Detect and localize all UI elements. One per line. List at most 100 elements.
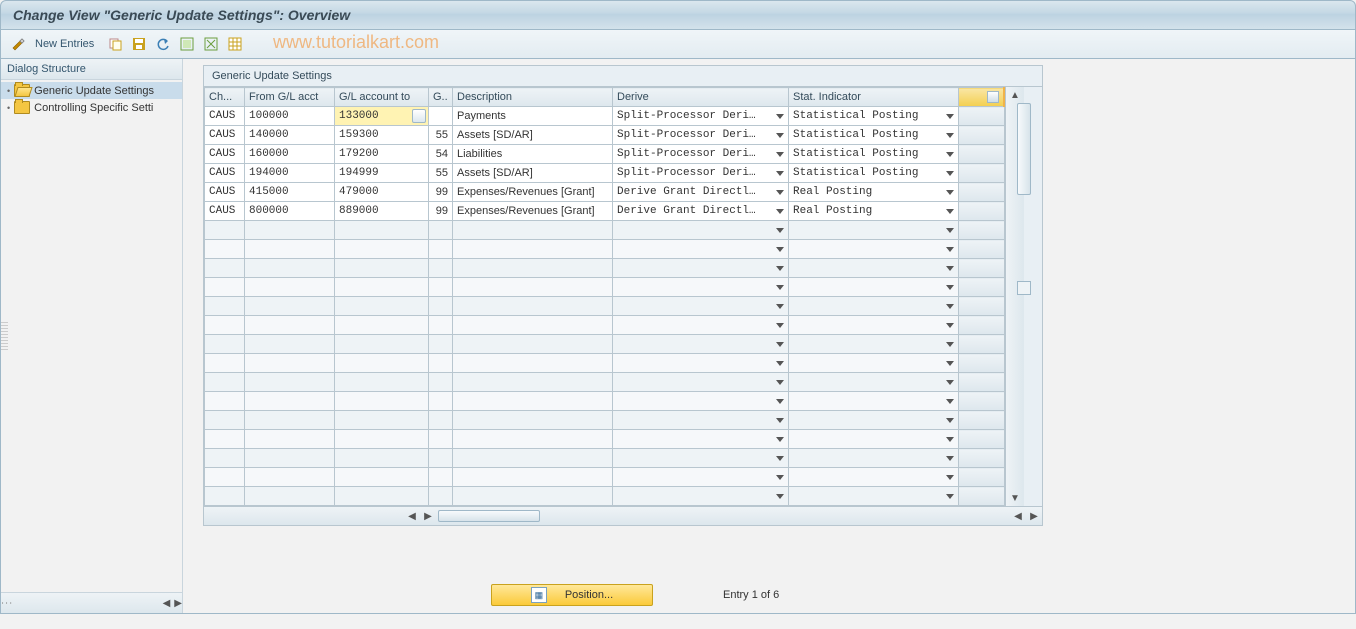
table-row[interactable]	[205, 449, 1005, 468]
scroll-right2-icon[interactable]: ▶	[1026, 511, 1042, 522]
table-row[interactable]	[205, 468, 1005, 487]
table-row[interactable]	[205, 487, 1005, 506]
cell[interactable]: 479000	[335, 183, 429, 202]
table-row[interactable]: CAUS16000017920054LiabilitiesSplit-Proce…	[205, 145, 1005, 164]
cell[interactable]: 55	[429, 164, 453, 183]
cell[interactable]: Derive Grant Directl…	[613, 183, 789, 202]
table-row[interactable]	[205, 316, 1005, 335]
cell[interactable]: 159300	[335, 126, 429, 145]
cell[interactable]: Expenses/Revenues [Grant]	[453, 202, 613, 221]
cell[interactable]: Assets [SD/AR]	[453, 164, 613, 183]
table-row[interactable]	[205, 354, 1005, 373]
cell[interactable]: Statistical Posting	[789, 126, 959, 145]
col-derive[interactable]: Derive	[613, 88, 789, 107]
cell[interactable]: 100000	[245, 107, 335, 126]
col-to[interactable]: G/L account to	[335, 88, 429, 107]
table-row[interactable]: CAUS14000015930055Assets [SD/AR]Split-Pr…	[205, 126, 1005, 145]
cell[interactable]: 99	[429, 202, 453, 221]
cell[interactable]: Liabilities	[453, 145, 613, 164]
table-row[interactable]	[205, 392, 1005, 411]
table-row[interactable]	[205, 430, 1005, 449]
settings-table[interactable]: Ch...From G/L acctG/L account toG..Descr…	[204, 87, 1005, 506]
col-ch[interactable]: Ch...	[205, 88, 245, 107]
scroll-left-icon[interactable]: ◀	[404, 511, 420, 522]
table-row[interactable]: CAUS41500047900099Expenses/Revenues [Gra…	[205, 183, 1005, 202]
cell[interactable]: CAUS	[205, 107, 245, 126]
cell[interactable]: Real Posting	[789, 202, 959, 221]
cell	[613, 487, 789, 506]
sidebar-scroll-left[interactable]: ◀	[163, 598, 171, 609]
scroll-up-icon[interactable]: ▲	[1006, 87, 1024, 103]
table-settings-icon[interactable]	[226, 35, 244, 53]
cell[interactable]: Split-Processor Deri…	[613, 164, 789, 183]
cell[interactable]: 800000	[245, 202, 335, 221]
tree-item-1[interactable]: • Controlling Specific Setti	[1, 99, 182, 116]
cell[interactable]: 99	[429, 183, 453, 202]
cell	[789, 259, 959, 278]
sidebar-drag-handle[interactable]: ∙∙∙	[1, 597, 13, 609]
position-button[interactable]: ▦ Position...	[491, 584, 653, 606]
cell[interactable]: 889000	[335, 202, 429, 221]
horizontal-scrollbar[interactable]: ◀ ▶ ◀ ▶	[204, 506, 1042, 525]
table-row[interactable]: CAUS19400019499955Assets [SD/AR]Split-Pr…	[205, 164, 1005, 183]
cell[interactable]: 54	[429, 145, 453, 164]
cell[interactable]: CAUS	[205, 164, 245, 183]
cell[interactable]: Payments	[453, 107, 613, 126]
col-stat[interactable]: Stat. Indicator	[789, 88, 959, 107]
cell[interactable]: 194000	[245, 164, 335, 183]
cell[interactable]: Split-Processor Deri…	[613, 107, 789, 126]
copy-icon[interactable]	[106, 35, 124, 53]
cell[interactable]: Split-Processor Deri…	[613, 126, 789, 145]
cell[interactable]: 194999	[335, 164, 429, 183]
table-row[interactable]	[205, 240, 1005, 259]
splitter-handle[interactable]	[1, 322, 8, 350]
sidebar-scroll-right[interactable]: ▶	[174, 598, 182, 609]
table-row[interactable]: CAUS100000133000 PaymentsSplit-Processor …	[205, 107, 1005, 126]
table-row[interactable]	[205, 297, 1005, 316]
table-row[interactable]: CAUS80000088900099Expenses/Revenues [Gra…	[205, 202, 1005, 221]
table-row[interactable]	[205, 335, 1005, 354]
table-config-button[interactable]	[959, 88, 1005, 107]
cell[interactable]: 140000	[245, 126, 335, 145]
col-g[interactable]: G..	[429, 88, 453, 107]
cell[interactable]: Split-Processor Deri…	[613, 145, 789, 164]
cell[interactable]: 133000	[335, 107, 429, 126]
cell	[613, 392, 789, 411]
vertical-scrollbar[interactable]: ▲ ▼	[1005, 87, 1024, 506]
undo-icon[interactable]	[154, 35, 172, 53]
new-entries-button[interactable]: New Entries	[33, 38, 100, 50]
cell[interactable]: CAUS	[205, 126, 245, 145]
toggle-edit-icon[interactable]	[9, 35, 27, 53]
cell[interactable]: Statistical Posting	[789, 107, 959, 126]
cell[interactable]: Statistical Posting	[789, 164, 959, 183]
table-row[interactable]	[205, 221, 1005, 240]
col-from[interactable]: From G/L acct	[245, 88, 335, 107]
cell[interactable]	[429, 107, 453, 126]
cell[interactable]: Derive Grant Directl…	[613, 202, 789, 221]
row-end	[959, 164, 1005, 183]
table-row[interactable]	[205, 259, 1005, 278]
table-row[interactable]	[205, 373, 1005, 392]
cell[interactable]: 415000	[245, 183, 335, 202]
tree-item-0[interactable]: • Generic Update Settings	[1, 82, 182, 99]
cell[interactable]: Real Posting	[789, 183, 959, 202]
cell[interactable]: Statistical Posting	[789, 145, 959, 164]
cell	[429, 354, 453, 373]
col-desc[interactable]: Description	[453, 88, 613, 107]
cell[interactable]: CAUS	[205, 145, 245, 164]
deselect-all-icon[interactable]	[202, 35, 220, 53]
select-all-icon[interactable]	[178, 35, 196, 53]
scroll-right-icon[interactable]: ▶	[420, 511, 436, 522]
cell[interactable]: 179200	[335, 145, 429, 164]
table-row[interactable]	[205, 278, 1005, 297]
cell[interactable]: 160000	[245, 145, 335, 164]
save-icon[interactable]	[130, 35, 148, 53]
cell[interactable]: 55	[429, 126, 453, 145]
cell[interactable]: CAUS	[205, 183, 245, 202]
table-row[interactable]	[205, 411, 1005, 430]
scroll-down-icon[interactable]: ▼	[1006, 490, 1024, 506]
cell[interactable]: CAUS	[205, 202, 245, 221]
cell[interactable]: Expenses/Revenues [Grant]	[453, 183, 613, 202]
cell[interactable]: Assets [SD/AR]	[453, 126, 613, 145]
scroll-left2-icon[interactable]: ◀	[1010, 511, 1026, 522]
